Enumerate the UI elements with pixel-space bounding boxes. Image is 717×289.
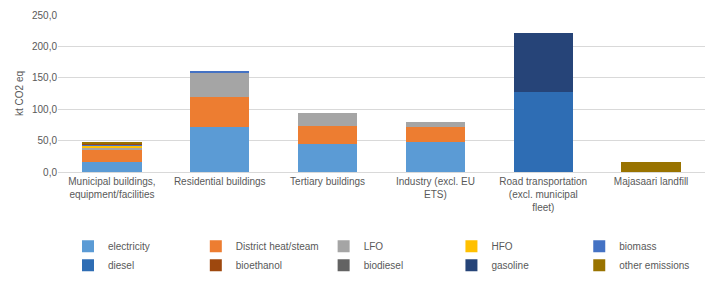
svg-text:biomass: biomass bbox=[619, 241, 656, 252]
svg-text:250,0: 250,0 bbox=[32, 10, 57, 21]
svg-text:Industry (excl. EUETS): Industry (excl. EUETS) bbox=[396, 176, 475, 200]
svg-text:Municipal buildings,equipment/: Municipal buildings,equipment/facilities bbox=[68, 176, 155, 200]
svg-text:electricity: electricity bbox=[108, 241, 150, 252]
svg-text:200,0: 200,0 bbox=[32, 41, 57, 52]
svg-text:diesel: diesel bbox=[108, 260, 134, 271]
svg-text:150,0: 150,0 bbox=[32, 72, 57, 83]
svg-text:Tertiary buildings: Tertiary buildings bbox=[290, 176, 365, 187]
svg-text:kt CO2 eq: kt CO2 eq bbox=[14, 71, 25, 116]
svg-text:District heat/steam: District heat/steam bbox=[236, 241, 319, 252]
svg-text:50,0: 50,0 bbox=[38, 135, 58, 146]
svg-text:HFO: HFO bbox=[491, 241, 512, 252]
svg-text:Road transportation(excl. muni: Road transportation(excl. municipalfleet… bbox=[499, 176, 587, 213]
svg-text:LFO: LFO bbox=[364, 241, 384, 252]
svg-text:gasoline: gasoline bbox=[491, 260, 529, 271]
svg-text:biodiesel: biodiesel bbox=[364, 260, 403, 271]
svg-text:100,0: 100,0 bbox=[32, 104, 57, 115]
svg-text:Residential buildings: Residential buildings bbox=[174, 176, 266, 187]
svg-text:bioethanol: bioethanol bbox=[236, 260, 282, 271]
svg-text:0,0: 0,0 bbox=[43, 167, 57, 178]
svg-text:Majasaari landfill: Majasaari landfill bbox=[614, 176, 688, 187]
svg-text:other emissions: other emissions bbox=[619, 260, 689, 271]
